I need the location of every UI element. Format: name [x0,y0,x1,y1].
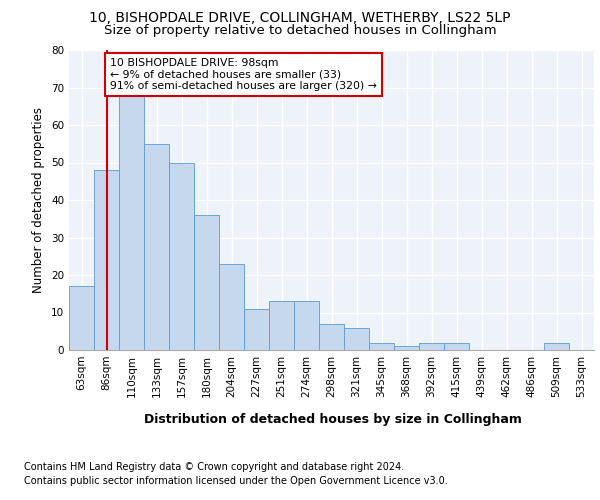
Bar [194,215,219,350]
Bar [244,308,269,350]
Text: Size of property relative to detached houses in Collingham: Size of property relative to detached ho… [104,24,496,37]
Bar [94,170,119,350]
Text: 10 BISHOPDALE DRIVE: 98sqm
← 9% of detached houses are smaller (33)
91% of semi-: 10 BISHOPDALE DRIVE: 98sqm ← 9% of detac… [110,58,377,90]
Bar [169,162,194,350]
Bar [344,328,369,350]
Bar [219,264,244,350]
Bar [444,342,469,350]
Bar [319,324,344,350]
Bar [369,342,394,350]
Text: Distribution of detached houses by size in Collingham: Distribution of detached houses by size … [144,412,522,426]
Bar [269,301,294,350]
Bar [394,346,419,350]
Bar [144,144,169,350]
Y-axis label: Number of detached properties: Number of detached properties [32,107,46,293]
Text: 10, BISHOPDALE DRIVE, COLLINGHAM, WETHERBY, LS22 5LP: 10, BISHOPDALE DRIVE, COLLINGHAM, WETHER… [89,11,511,25]
Text: Contains public sector information licensed under the Open Government Licence v3: Contains public sector information licen… [24,476,448,486]
Bar [544,342,569,350]
Bar [119,95,144,350]
Bar [294,301,319,350]
Bar [419,342,444,350]
Text: Contains HM Land Registry data © Crown copyright and database right 2024.: Contains HM Land Registry data © Crown c… [24,462,404,472]
Bar [69,286,94,350]
